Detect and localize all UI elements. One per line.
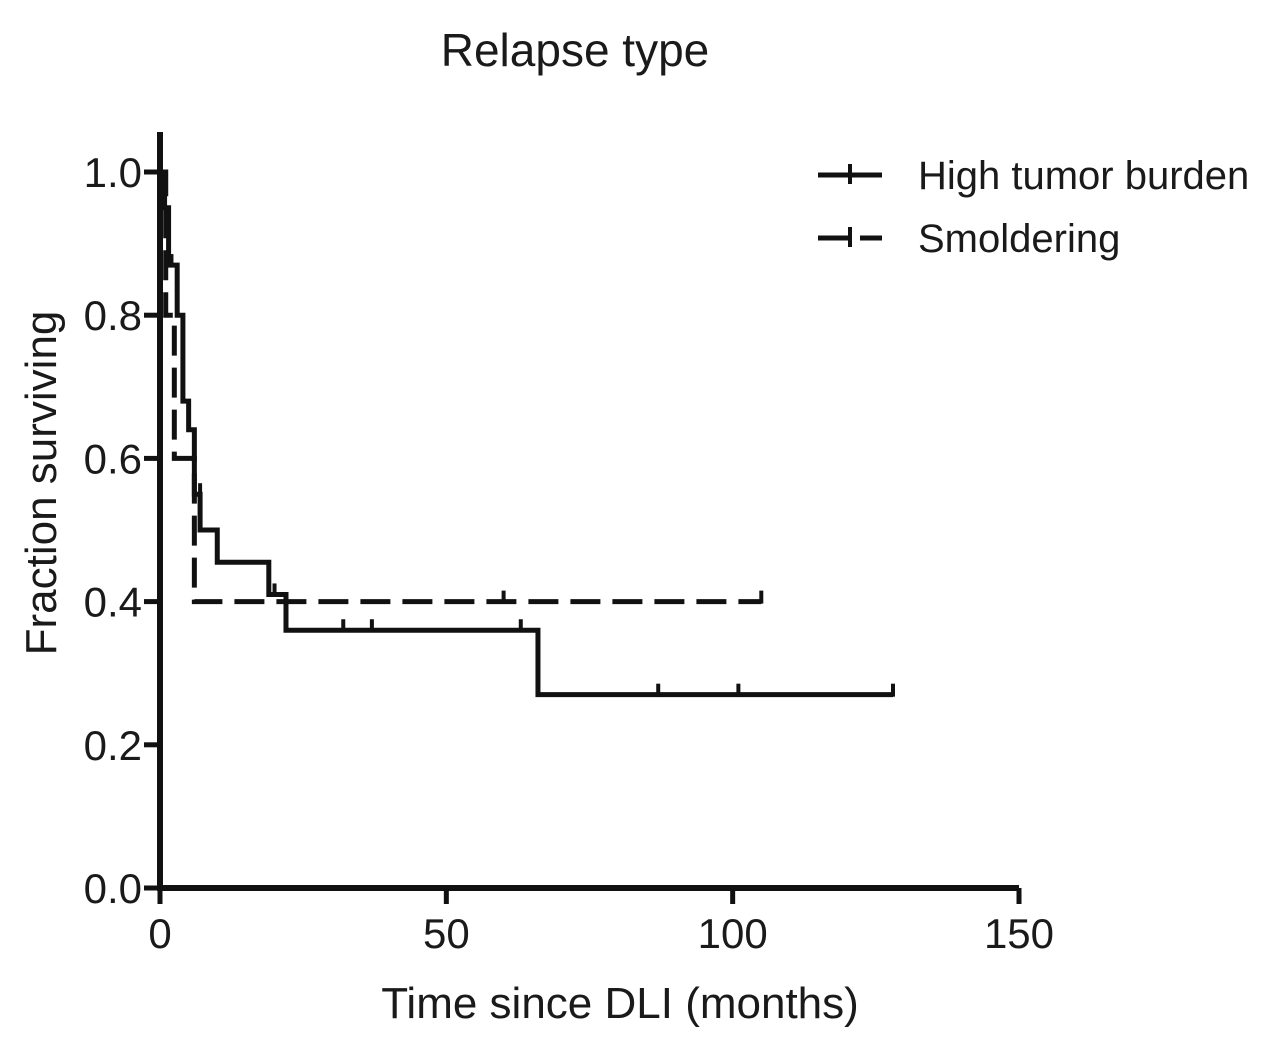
curve-smoldering	[160, 169, 762, 605]
y-axis-label: Fraction surviving	[17, 311, 66, 656]
x-tick-label: 0	[148, 910, 171, 957]
y-tick-label: 0.2	[84, 722, 142, 769]
x-tick-label: 100	[698, 910, 768, 957]
x-axis-label: Time since DLI (months)	[381, 979, 859, 1028]
y-axis: 0.0 0.2 0.4 0.6 0.8 1.0	[84, 132, 163, 912]
plot-area	[160, 169, 896, 698]
x-tick-label: 150	[984, 910, 1054, 957]
legend: High tumor burden Smoldering	[818, 154, 1249, 261]
y-tick-label: 1.0	[84, 149, 142, 196]
x-tick-label: 50	[423, 910, 470, 957]
y-tick-label: 0.8	[84, 292, 142, 339]
y-tick-label: 0.4	[84, 579, 142, 626]
curve-high-tumor-burden	[160, 169, 894, 698]
chart-title: Relapse type	[441, 24, 710, 76]
legend-label-smoldering: Smoldering	[918, 217, 1120, 261]
y-tick-label: 0.0	[84, 865, 142, 912]
y-tick-label: 0.6	[84, 435, 142, 482]
x-axis: 0 50 100 150	[148, 885, 1054, 957]
legend-label-high-tumor-burden: High tumor burden	[918, 154, 1249, 198]
